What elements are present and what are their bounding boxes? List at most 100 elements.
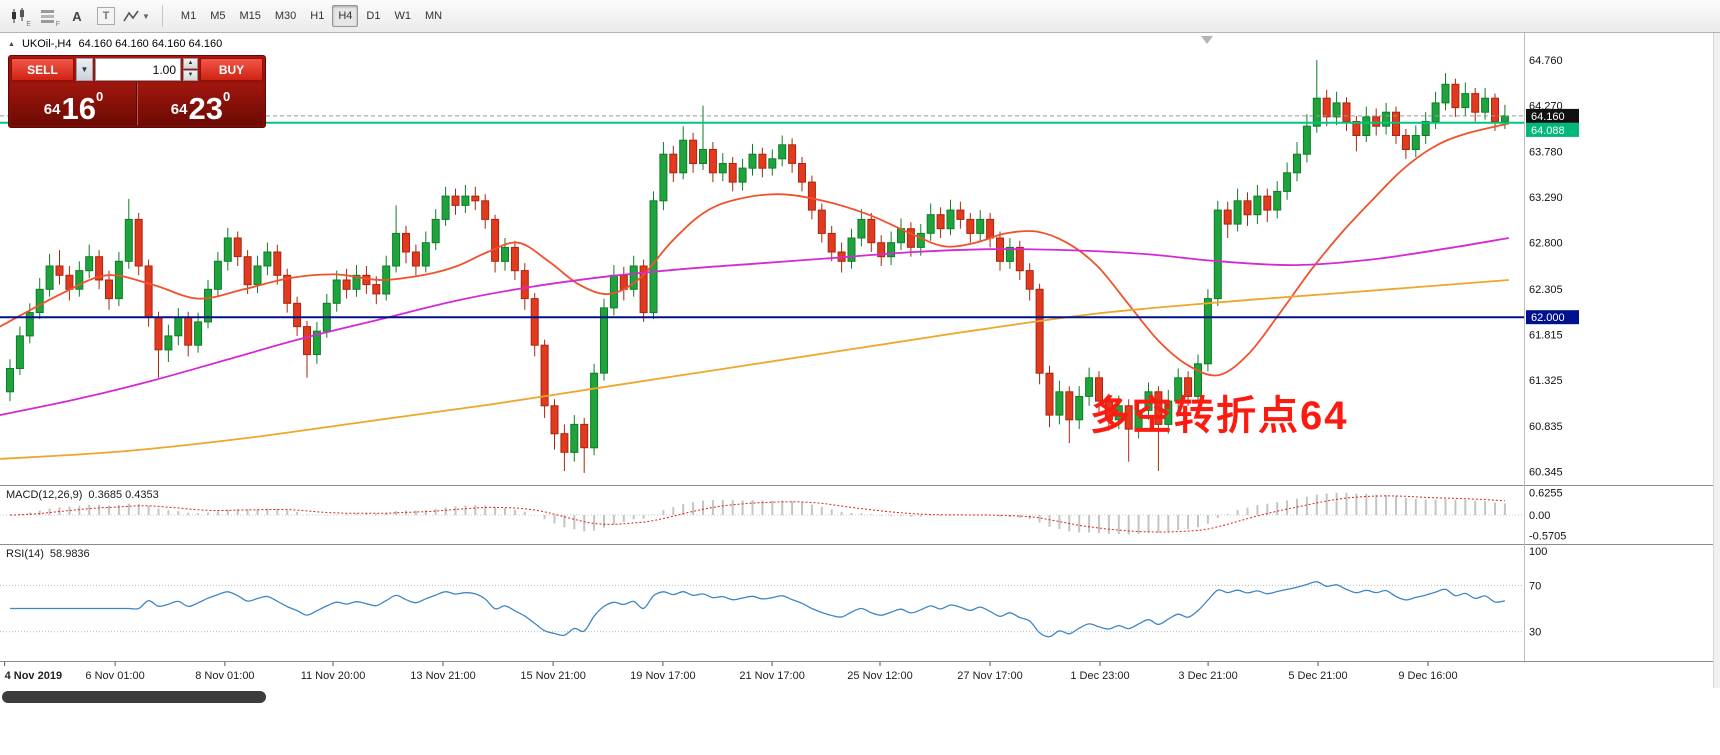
rsi-value: 58.9836 bbox=[49, 548, 90, 560]
candle bbox=[520, 263, 529, 310]
tf-button-m30[interactable]: M30 bbox=[269, 5, 302, 27]
candle bbox=[1233, 188, 1242, 232]
candle bbox=[788, 138, 797, 173]
tf-button-m5[interactable]: M5 bbox=[204, 5, 231, 27]
candle bbox=[600, 298, 608, 381]
candle bbox=[699, 105, 707, 170]
ask-price[interactable]: 64 23 0 bbox=[137, 83, 263, 125]
candle bbox=[1411, 125, 1420, 157]
volume-input[interactable] bbox=[95, 58, 181, 81]
timeframe-group: M1 M5 M15 M30 H1 H4 D1 W1 MN bbox=[174, 5, 449, 27]
candle bbox=[1035, 283, 1044, 385]
candle bbox=[1253, 184, 1262, 225]
candle bbox=[164, 324, 173, 362]
price-tick-label: 63.290 bbox=[1529, 192, 1563, 204]
tf-button-m1[interactable]: M1 bbox=[175, 5, 202, 27]
candle bbox=[976, 210, 985, 241]
price-tick-label: 60.345 bbox=[1529, 467, 1563, 479]
tf-button-d1[interactable]: D1 bbox=[360, 5, 386, 27]
candle bbox=[184, 311, 193, 357]
candle bbox=[1075, 386, 1084, 430]
horizontal-scrollbar-thumb[interactable] bbox=[2, 691, 266, 703]
candle bbox=[154, 311, 163, 378]
volume-dropdown-button[interactable]: ▼ bbox=[76, 58, 93, 81]
candle bbox=[560, 424, 569, 471]
candle bbox=[1114, 395, 1123, 430]
candle bbox=[501, 238, 509, 271]
bid-pips: 16 bbox=[61, 90, 96, 126]
collapse-arrow-icon[interactable]: ▲ bbox=[8, 40, 15, 48]
candle bbox=[1154, 386, 1163, 471]
candle bbox=[114, 252, 123, 307]
macd-values: 0.3685 0.4353 bbox=[88, 489, 159, 501]
candle bbox=[748, 143, 757, 176]
candle bbox=[1293, 142, 1301, 182]
macd-signal-line bbox=[9, 495, 1505, 533]
trade-panel-prices: 64 16 0 64 23 0 bbox=[11, 83, 263, 125]
candle bbox=[174, 307, 183, 346]
text-tool-button[interactable]: T bbox=[93, 4, 119, 28]
candle bbox=[303, 321, 311, 378]
chart-canvas[interactable]: 64.760 64.270 63.780 63.290 62.800 62.305 61.8… bbox=[0, 33, 1720, 755]
trade-panel-controls: SELL ▼ ▲ ▼ BUY bbox=[11, 58, 263, 81]
candle bbox=[1322, 89, 1331, 127]
candle bbox=[1471, 88, 1480, 122]
time-tick-label: 8 Nov 01:00 bbox=[195, 670, 254, 682]
candle bbox=[1055, 380, 1064, 425]
candles-layer bbox=[6, 60, 1509, 473]
candle bbox=[273, 244, 282, 285]
candle bbox=[540, 339, 549, 418]
candle bbox=[1273, 181, 1282, 219]
tf-button-h4[interactable]: H4 bbox=[332, 5, 359, 27]
chart-shift-marker-icon[interactable] bbox=[1201, 36, 1213, 44]
candle bbox=[1421, 112, 1430, 144]
volume-up-button[interactable]: ▲ bbox=[183, 58, 198, 69]
candle bbox=[431, 209, 440, 251]
tf-button-h1[interactable]: H1 bbox=[304, 5, 330, 27]
candle bbox=[986, 212, 995, 248]
buy-button[interactable]: BUY bbox=[200, 58, 263, 81]
candle bbox=[1352, 115, 1361, 152]
candle bbox=[312, 321, 321, 364]
candle bbox=[194, 312, 203, 353]
candle bbox=[1025, 263, 1034, 301]
tf-button-w1[interactable]: W1 bbox=[388, 5, 417, 27]
candle bbox=[471, 186, 480, 211]
candle bbox=[609, 265, 618, 316]
ma-line-slow-orange bbox=[0, 279, 1509, 460]
time-tick-label: 25 Nov 12:00 bbox=[847, 670, 912, 682]
candle bbox=[738, 158, 747, 191]
vertical-scrollbar[interactable] bbox=[1713, 33, 1720, 688]
candle bbox=[1362, 106, 1371, 142]
sell-button[interactable]: SELL bbox=[11, 58, 74, 81]
candle bbox=[887, 231, 896, 266]
candle bbox=[857, 209, 866, 247]
tf-button-mn[interactable]: MN bbox=[419, 5, 448, 27]
bid-main: 64 bbox=[43, 101, 61, 118]
arrow-tool-button[interactable]: A bbox=[64, 4, 90, 28]
icon-badge: F bbox=[55, 21, 60, 28]
candle bbox=[1184, 371, 1193, 406]
time-tick-label: 4 Nov 2019 bbox=[5, 670, 62, 682]
rsi-axis-label: 100 bbox=[1529, 546, 1547, 558]
rsi-name: RSI(14) bbox=[6, 548, 44, 560]
time-tick-label: 15 Nov 21:00 bbox=[520, 670, 585, 682]
candle bbox=[283, 268, 292, 313]
candle bbox=[1213, 200, 1222, 307]
candle bbox=[233, 231, 242, 266]
grid-indicator-button[interactable]: F bbox=[35, 4, 61, 28]
candle bbox=[510, 240, 519, 280]
bid-price[interactable]: 64 16 0 bbox=[11, 83, 137, 125]
candle bbox=[817, 203, 826, 243]
chevron-down-icon: ▼ bbox=[142, 11, 150, 21]
candle bbox=[1085, 367, 1094, 406]
volume-down-button[interactable]: ▼ bbox=[183, 70, 198, 81]
candle bbox=[897, 218, 905, 251]
tf-button-m15[interactable]: M15 bbox=[233, 5, 266, 27]
candle bbox=[1005, 238, 1014, 269]
candles-indicator-button[interactable]: E bbox=[6, 4, 32, 28]
candle bbox=[966, 212, 975, 243]
price-tick-label: 64.760 bbox=[1529, 55, 1563, 67]
objects-tool-button[interactable]: ▼ bbox=[122, 4, 151, 28]
candle bbox=[718, 153, 727, 182]
